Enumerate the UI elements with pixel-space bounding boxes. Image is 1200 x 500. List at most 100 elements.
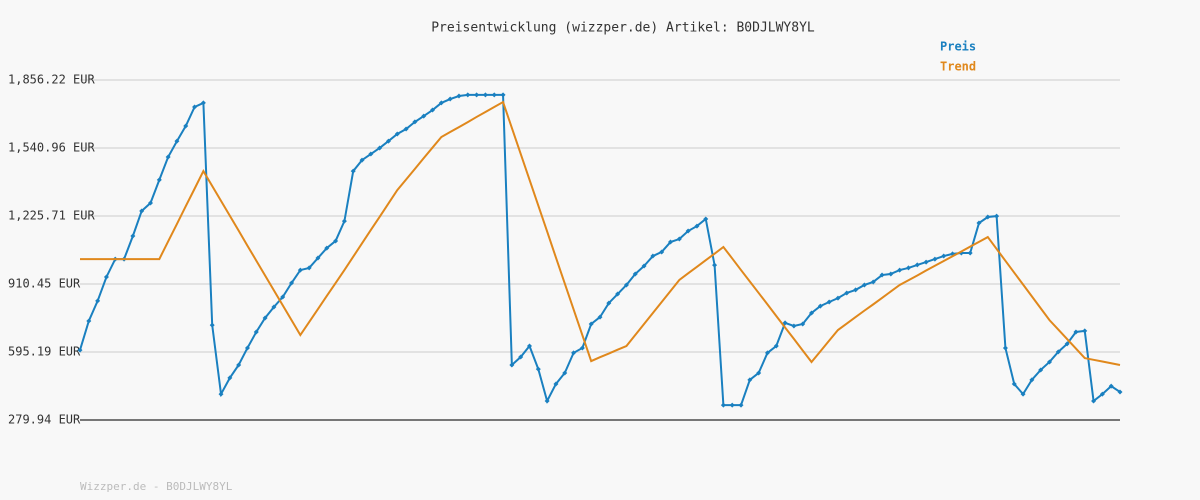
point-marker	[562, 370, 568, 376]
point-marker	[1099, 391, 1105, 397]
chart-title: Preisentwicklung (wizzper.de) Artikel: B…	[431, 21, 815, 36]
point-marker	[1091, 398, 1097, 404]
point-marker	[994, 213, 1000, 219]
point-marker	[623, 282, 629, 288]
point-marker	[932, 256, 938, 262]
point-marker	[174, 138, 180, 144]
point-marker	[412, 119, 418, 125]
point-marker	[438, 100, 444, 106]
point-marker	[703, 216, 709, 222]
point-marker	[509, 362, 515, 368]
point-marker	[1117, 389, 1123, 395]
point-marker	[914, 262, 920, 268]
series-line	[80, 100, 1121, 366]
point-marker	[333, 238, 339, 244]
y-tick-label: 1,225.71 EUR	[8, 208, 95, 222]
point-marker	[262, 315, 268, 321]
point-marker	[350, 168, 356, 174]
point-marker	[341, 218, 347, 224]
point-marker	[879, 272, 885, 278]
point-marker	[500, 92, 506, 98]
footer: Wizzper.de - B0DJLWY8YL	[80, 480, 233, 493]
point-marker	[597, 314, 603, 320]
point-marker	[844, 290, 850, 296]
point-marker	[306, 265, 312, 271]
point-marker	[156, 177, 162, 183]
point-marker	[650, 253, 656, 259]
point-marker	[817, 303, 823, 309]
point-marker	[1002, 345, 1008, 351]
point-marker	[244, 345, 250, 351]
point-marker	[685, 228, 691, 234]
point-marker	[835, 295, 841, 301]
point-marker	[1046, 359, 1052, 365]
point-marker	[1055, 349, 1061, 355]
point-marker	[782, 320, 788, 326]
y-tick-label: 1,856.22 EUR	[8, 73, 95, 87]
point-marker	[606, 300, 612, 306]
point-marker	[139, 208, 145, 214]
point-marker	[791, 323, 797, 329]
point-marker	[218, 391, 224, 397]
point-marker	[1082, 328, 1088, 334]
y-tick-label: 910.45 EUR	[8, 277, 81, 291]
point-marker	[192, 104, 198, 110]
point-marker	[403, 126, 409, 132]
point-marker	[659, 249, 665, 255]
point-marker	[615, 291, 621, 297]
point-marker	[641, 263, 647, 269]
point-marker	[544, 398, 550, 404]
point-marker	[632, 271, 638, 277]
point-marker	[1011, 381, 1017, 387]
point-marker	[747, 377, 753, 383]
point-marker	[183, 123, 189, 129]
point-marker	[976, 220, 982, 226]
point-marker	[553, 381, 559, 387]
point-marker	[271, 304, 277, 310]
point-marker	[535, 366, 541, 372]
point-marker	[861, 282, 867, 288]
point-marker	[165, 154, 171, 160]
point-marker	[77, 347, 83, 353]
y-tick-label: 595.19 EUR	[8, 345, 81, 359]
point-marker	[1108, 383, 1114, 389]
legend-label: Preis	[940, 40, 976, 54]
point-marker	[571, 350, 577, 356]
point-marker	[756, 370, 762, 376]
point-marker	[86, 318, 92, 324]
point-marker	[1038, 367, 1044, 373]
point-marker	[526, 343, 532, 349]
point-marker	[720, 402, 726, 408]
point-marker	[738, 402, 744, 408]
point-marker	[729, 402, 735, 408]
point-marker	[1020, 391, 1026, 397]
point-marker	[676, 236, 682, 242]
point-marker	[967, 250, 973, 256]
point-marker	[1029, 377, 1035, 383]
point-marker	[209, 322, 215, 328]
point-marker	[853, 287, 859, 293]
point-marker	[447, 96, 453, 102]
point-marker	[826, 299, 832, 305]
point-marker	[95, 298, 101, 304]
point-marker	[764, 350, 770, 356]
point-marker	[491, 92, 497, 98]
point-marker	[227, 375, 233, 381]
point-marker	[773, 343, 779, 349]
point-marker	[518, 354, 524, 360]
point-marker	[809, 310, 815, 316]
point-marker	[394, 131, 400, 137]
point-marker	[236, 362, 242, 368]
point-marker	[897, 267, 903, 273]
point-marker	[148, 200, 154, 206]
point-marker	[368, 151, 374, 157]
point-marker	[430, 107, 436, 113]
point-marker	[870, 279, 876, 285]
point-marker	[668, 239, 674, 245]
point-marker	[1064, 341, 1070, 347]
point-marker	[474, 92, 480, 98]
legend-label: Trend	[940, 60, 976, 74]
point-marker	[694, 223, 700, 229]
point-marker	[315, 255, 321, 261]
